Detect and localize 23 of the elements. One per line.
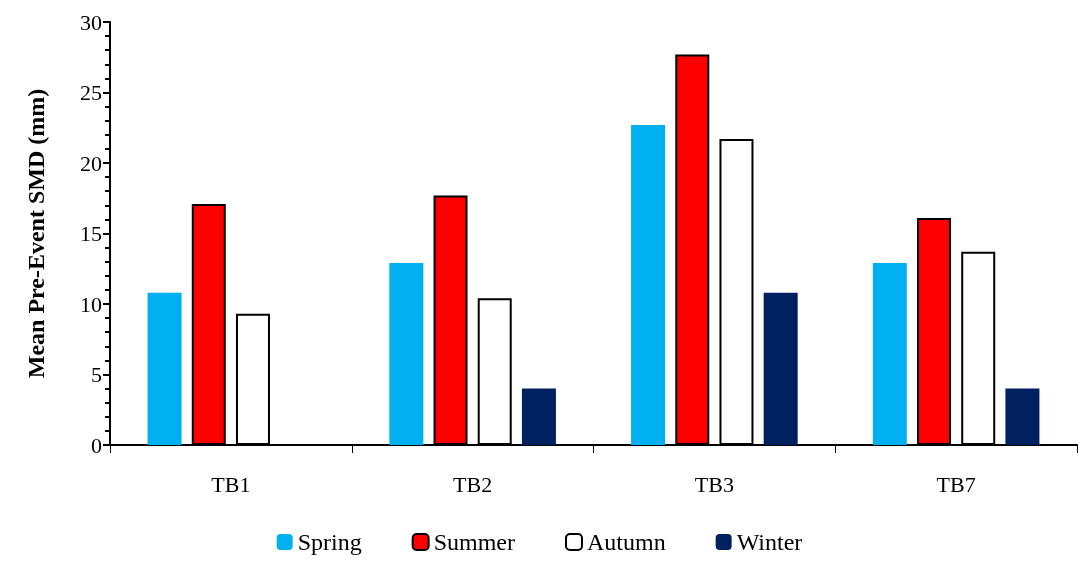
- x-tick-label: TB7: [936, 471, 976, 497]
- y-tick-label: 30: [80, 9, 102, 35]
- y-tick-label: 20: [80, 150, 102, 176]
- legend-label: Summer: [433, 529, 516, 555]
- y-tick-label: 5: [91, 362, 102, 387]
- bar: [631, 124, 666, 445]
- bar: [763, 292, 798, 445]
- x-tick-label: TB2: [453, 471, 493, 497]
- bar: [389, 263, 424, 445]
- bar: [147, 292, 182, 445]
- y-tick-label: 25: [80, 80, 102, 105]
- legend-label: Spring: [297, 529, 362, 555]
- legend-label: Winter: [736, 529, 803, 555]
- x-tick-label: TB1: [211, 471, 251, 497]
- y-tick-label: 0: [91, 432, 102, 458]
- y-axis-title: Mean Pre-Event SMD (mm): [23, 88, 49, 379]
- bar: [1005, 388, 1040, 445]
- x-tick-label: TB3: [694, 471, 734, 497]
- legend-label: Autumn: [587, 529, 666, 555]
- y-tick-label: 15: [80, 221, 102, 246]
- y-tick-label: 10: [80, 291, 102, 317]
- bar: [872, 263, 907, 445]
- bar: [521, 388, 556, 445]
